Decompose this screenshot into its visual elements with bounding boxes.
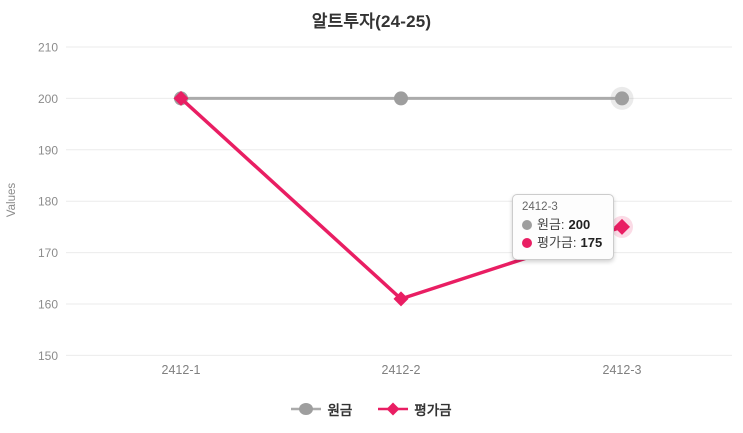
data-point-평가금[interactable] [393,291,409,307]
x-tick-label: 2412-1 [162,363,201,377]
legend-item-wongeum[interactable]: 원금 [291,399,352,419]
series-color-dot [522,238,532,248]
x-tick-label: 2412-3 [603,363,642,377]
tooltip: 2412-3 원금: 200 평가금: 175 [512,194,615,260]
data-point-평가금[interactable] [173,90,189,106]
legend-label: 원금 [327,403,353,418]
data-point-원금[interactable] [394,91,408,106]
series-color-dot [522,220,532,230]
tooltip-series-value: 175 [580,235,603,250]
y-tick-label: 210 [38,41,58,55]
tooltip-series-value: 200 [568,217,591,232]
x-tick-label: 2412-2 [382,363,421,377]
y-tick-label: 200 [38,92,58,106]
y-tick-label: 170 [38,246,58,260]
tooltip-row: 원금: 200 [522,216,602,234]
legend-label: 평가금 [414,403,452,418]
chart-title: 알트투자(24-25) [311,12,432,31]
y-tick-label: 160 [38,298,58,312]
y-tick-label: 150 [38,349,58,363]
legend: 원금 평가금 [0,399,743,419]
legend-diamond-marker-icon [378,402,409,416]
tooltip-category: 2412-3 [522,201,558,213]
y-tick-label: 180 [38,195,58,209]
legend-circle-marker-icon [291,403,322,415]
legend-item-pyeonggageum[interactable]: 평가금 [378,399,452,419]
y-tick-label: 190 [38,143,58,157]
data-point-평가금[interactable] [614,218,630,235]
tooltip-row: 평가금: 175 [522,234,602,252]
tooltip-series-label: 원금: [537,217,565,232]
data-point-원금[interactable] [615,91,629,106]
tooltip-series-label: 평가금: [537,235,577,250]
